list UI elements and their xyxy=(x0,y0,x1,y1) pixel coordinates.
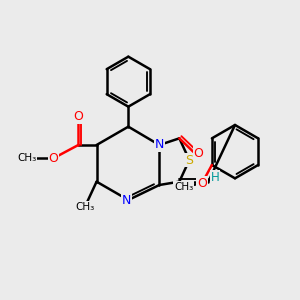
Text: N: N xyxy=(122,194,131,206)
Text: CH₃: CH₃ xyxy=(75,202,94,212)
Text: S: S xyxy=(185,154,193,166)
Text: CH₃: CH₃ xyxy=(174,182,193,192)
Text: CH₃: CH₃ xyxy=(17,153,36,163)
Text: O: O xyxy=(197,177,207,190)
Text: N: N xyxy=(154,138,164,151)
Text: H: H xyxy=(211,171,219,184)
Text: O: O xyxy=(48,152,58,165)
Text: O: O xyxy=(194,147,203,160)
Text: O: O xyxy=(74,110,83,123)
